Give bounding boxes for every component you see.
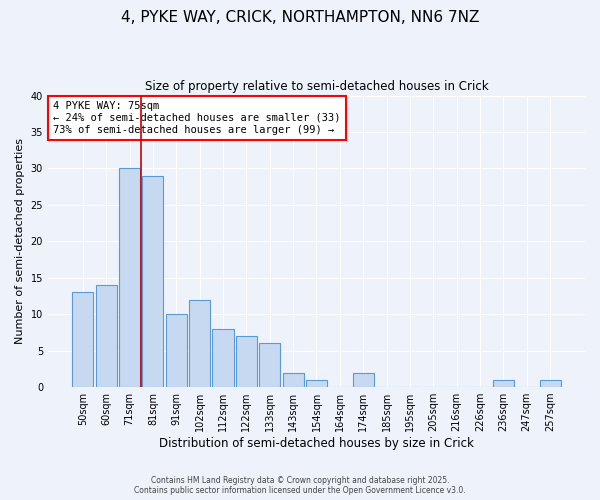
Bar xyxy=(283,372,304,387)
Bar xyxy=(189,300,210,387)
X-axis label: Distribution of semi-detached houses by size in Crick: Distribution of semi-detached houses by … xyxy=(159,437,474,450)
Bar xyxy=(95,285,117,387)
Bar xyxy=(119,168,140,387)
Text: 4 PYKE WAY: 75sqm
← 24% of semi-detached houses are smaller (33)
73% of semi-det: 4 PYKE WAY: 75sqm ← 24% of semi-detached… xyxy=(53,102,341,134)
Bar xyxy=(306,380,327,387)
Bar xyxy=(73,292,94,387)
Bar xyxy=(212,329,233,387)
Title: Size of property relative to semi-detached houses in Crick: Size of property relative to semi-detach… xyxy=(145,80,488,93)
Bar xyxy=(142,176,163,387)
Bar xyxy=(493,380,514,387)
Bar xyxy=(539,380,560,387)
Bar xyxy=(259,344,280,387)
Text: Contains HM Land Registry data © Crown copyright and database right 2025.
Contai: Contains HM Land Registry data © Crown c… xyxy=(134,476,466,495)
Y-axis label: Number of semi-detached properties: Number of semi-detached properties xyxy=(15,138,25,344)
Bar xyxy=(236,336,257,387)
Bar xyxy=(353,372,374,387)
Bar xyxy=(166,314,187,387)
Text: 4, PYKE WAY, CRICK, NORTHAMPTON, NN6 7NZ: 4, PYKE WAY, CRICK, NORTHAMPTON, NN6 7NZ xyxy=(121,10,479,25)
